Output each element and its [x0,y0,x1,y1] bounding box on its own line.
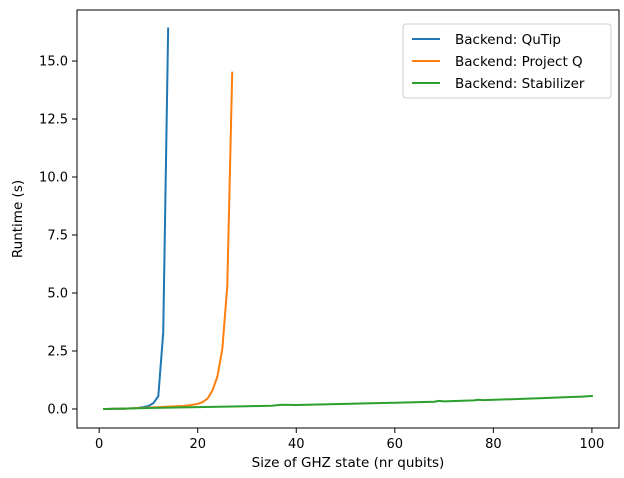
series-line-2 [103,394,593,411]
y-tick-label: 12.5 [39,113,68,128]
legend-label: Backend: Stabilizer [455,76,585,92]
x-tick-label: 60 [387,437,404,452]
x-tick-label: 100 [579,437,604,452]
x-tick-label: 20 [189,437,206,452]
x-axis-title: Size of GHZ state (nr qubits) [252,455,445,471]
legend: Backend: QuTip Backend: Project Q Backend:… [402,23,612,99]
x-tick-label: 40 [288,437,305,452]
y-tick-label: 2.5 [47,344,68,359]
y-tick-label: 15.0 [39,55,68,70]
y-tick-label: 10.0 [39,171,68,186]
legend-label: Backend: Project Q [455,54,583,70]
ticks-layer: 0 20 40 60 80 100 0.0 2.5 5.0 7.5 10.0 12.5 15.0 [39,55,604,452]
plot-frame [76,9,620,429]
legend-frame [402,23,612,99]
y-axis-title: Runtime (s) [10,180,26,258]
y-tick-label: 0.0 [47,402,68,417]
legend-label: Backend: QuTip [455,32,561,48]
axes-layer [76,9,620,429]
series-layer [103,27,593,411]
x-tick-label: 0 [95,437,103,452]
y-tick-label: 5.0 [47,286,68,301]
y-tick-label: 7.5 [47,229,68,244]
x-tick-label: 80 [485,437,502,452]
